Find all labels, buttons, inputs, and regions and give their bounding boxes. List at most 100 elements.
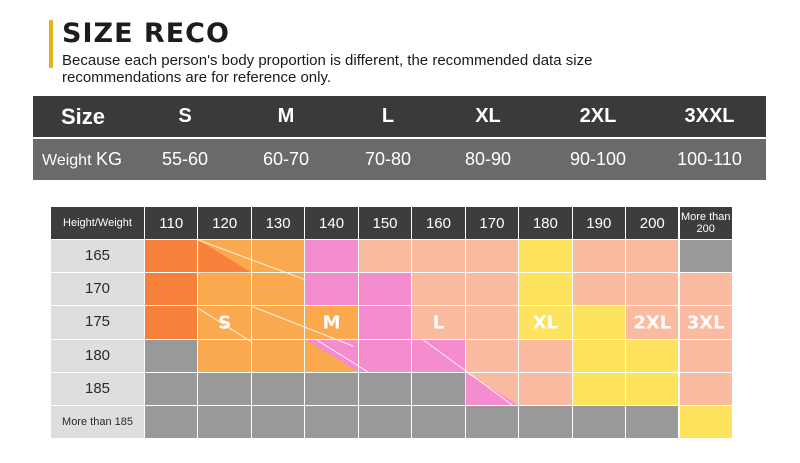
weight-cell: 70-80 — [343, 137, 433, 180]
chart-cell — [251, 372, 305, 405]
chart-cell — [412, 273, 465, 306]
chart-cell — [251, 240, 305, 273]
page-title: SIZE RECO — [62, 18, 230, 49]
chart-cell — [412, 306, 465, 339]
chart-cell — [198, 372, 251, 405]
size-label-3xl: 3XL — [686, 312, 725, 333]
weight-header-6: 170 — [465, 207, 519, 239]
chart-cell — [412, 406, 465, 439]
size-cell: XL — [433, 96, 543, 138]
chart-cell — [465, 306, 519, 339]
chart-cell — [572, 240, 626, 273]
chart-cell — [412, 339, 465, 372]
chart-cell — [251, 306, 305, 339]
size-label-2xl: 2XL — [633, 312, 672, 333]
chart-cell — [305, 372, 358, 405]
chart-cell — [679, 339, 732, 372]
weight-cell: 80-90 — [433, 137, 543, 180]
height-header-3: 180 — [51, 339, 144, 372]
chart-cell — [465, 240, 519, 273]
chart-cell — [358, 273, 412, 306]
page-subtitle: Because each person's body proportion is… — [62, 52, 593, 86]
chart-cell — [626, 306, 679, 339]
chart-cell — [198, 240, 251, 273]
weight-header-4: 150 — [358, 207, 412, 239]
chart-cell — [626, 273, 679, 306]
size-cell: 2XL — [543, 96, 653, 138]
chart-cell — [145, 273, 198, 306]
chart-cell — [626, 339, 679, 372]
chart-cell — [572, 339, 626, 372]
size-cell: L — [343, 96, 433, 138]
corner-header: Height/Weight — [51, 207, 144, 239]
weight-label: Weight — [42, 152, 92, 169]
size-cell: M — [229, 96, 343, 138]
chart-cell — [305, 273, 358, 306]
chart-cell — [145, 240, 198, 273]
chart-cell — [198, 406, 251, 439]
weight-unit: KG — [95, 149, 122, 169]
chart-cell — [572, 273, 626, 306]
chart-cell — [145, 372, 198, 405]
chart-cell — [626, 372, 679, 405]
weight-header-8: 190 — [572, 207, 626, 239]
chart-cell — [519, 372, 572, 405]
chart-cell — [145, 406, 198, 439]
chart-cell — [358, 240, 412, 273]
weight-cell: 100-110 — [653, 137, 766, 180]
height-header-0: 165 — [51, 240, 144, 273]
chart-cell — [145, 306, 198, 339]
weight-header-3: 140 — [305, 207, 358, 239]
chart-cell — [519, 406, 572, 439]
chart-cell — [679, 240, 732, 273]
chart-cell — [305, 406, 358, 439]
weight-header-2: 130 — [251, 207, 305, 239]
weight-row: Weight KG 55-60 60-70 70-80 80-90 90-100… — [33, 137, 766, 180]
chart-cell — [519, 240, 572, 273]
chart-cell — [358, 339, 412, 372]
weight-header-10: More than 200 — [679, 207, 732, 239]
weight-header-7: 180 — [519, 207, 572, 239]
chart-cell — [251, 339, 305, 372]
size-row-label: Size — [33, 96, 141, 138]
chart-cell — [465, 339, 519, 372]
weight-header-1: 120 — [198, 207, 251, 239]
chart-cell — [679, 372, 732, 405]
title-accent-bar — [49, 20, 53, 68]
weight-cell: 55-60 — [141, 137, 229, 180]
chart-cell — [251, 406, 305, 439]
chart-cell — [519, 273, 572, 306]
size-row: Size S M L XL 2XL 3XXL — [33, 96, 766, 138]
chart-cell — [198, 273, 251, 306]
chart-cell — [145, 339, 198, 372]
size-weight-table: Size S M L XL 2XL 3XXL Weight KG 55-60 6… — [33, 96, 766, 180]
chart-cell — [305, 339, 358, 372]
size-cell: 3XXL — [653, 96, 766, 138]
chart-cell — [465, 406, 519, 439]
height-header-5: More than 185 — [51, 406, 144, 439]
chart-cell — [358, 306, 412, 339]
height-header-4: 185 — [51, 372, 144, 405]
size-label-m: M — [322, 312, 341, 333]
weight-cell: 90-100 — [543, 137, 653, 180]
chart-cell — [626, 240, 679, 273]
height-weight-size-chart: Height/Weight 110 120 130 140 150 160 170 180 190… — [51, 207, 752, 439]
chart-cell — [519, 306, 572, 339]
weight-row-label: Weight KG — [33, 137, 141, 180]
size-cell: S — [141, 96, 229, 138]
chart-cell — [251, 273, 305, 306]
chart-cell — [626, 406, 679, 439]
chart-cell — [519, 339, 572, 372]
chart-cell — [572, 306, 626, 339]
chart-cell — [679, 406, 732, 439]
height-header-1: 170 — [51, 273, 144, 306]
weight-cell: 60-70 — [229, 137, 343, 180]
height-header-2: 175 — [51, 306, 144, 339]
chart-cell — [465, 273, 519, 306]
weight-header-9: 200 — [626, 207, 679, 239]
chart-cell — [679, 273, 732, 306]
weight-header-5: 160 — [412, 207, 465, 239]
chart-cell — [412, 240, 465, 273]
chart-cell — [198, 339, 251, 372]
chart-cell — [358, 406, 412, 439]
